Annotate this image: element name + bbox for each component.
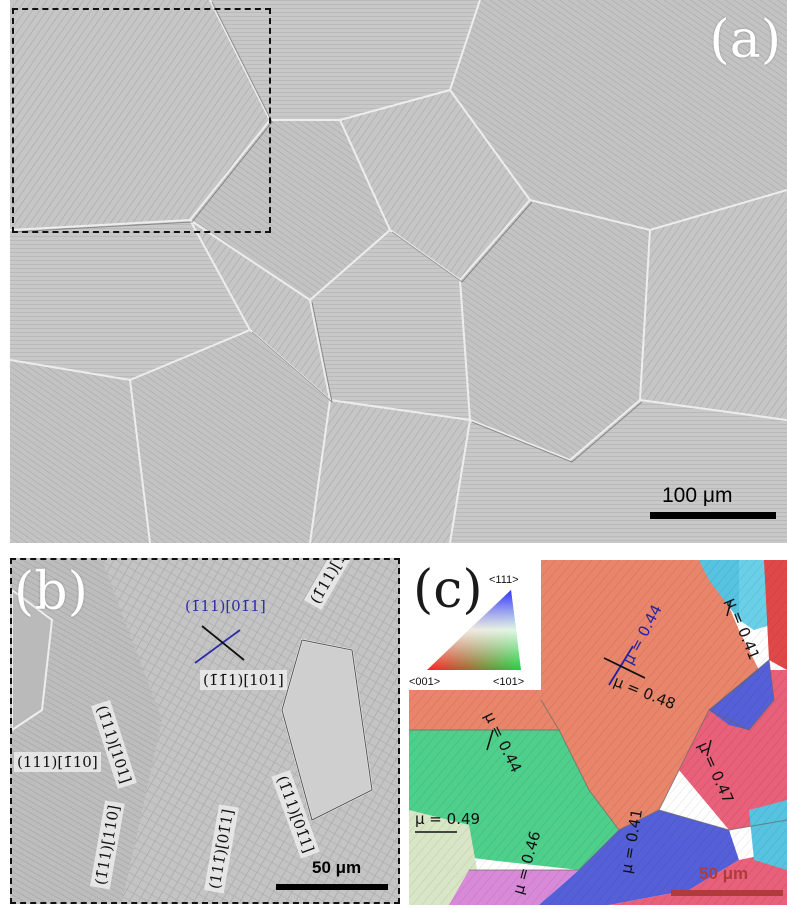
ipf-legend: <111> <001> <101> xyxy=(409,560,541,690)
schmid-factor-label: μ = 0.49 xyxy=(415,810,481,828)
slip-system-label: (1̄1̄1)[101] xyxy=(200,670,287,690)
panel-c-label: (c) xyxy=(413,560,483,620)
region-of-interest-box xyxy=(12,8,271,233)
panel-b-grain-structure xyxy=(12,560,398,902)
panel-a-scale: 100 μm xyxy=(650,484,778,524)
panel-c-scale-label: 50 μm xyxy=(699,864,749,883)
panel-b-label: (b) xyxy=(14,562,88,622)
panel-a-label: (a) xyxy=(709,10,781,70)
ipf-legend-101: <101> xyxy=(493,676,525,688)
panel-a-scale-bar xyxy=(650,512,776,519)
panel-a-micrograph: (a) 100 μm xyxy=(10,0,787,543)
ipf-color-triangle xyxy=(427,590,521,670)
panel-b-scale-label: 50 μm xyxy=(312,858,362,877)
panel-b-micrograph: (b) (1̄11)[01̄1] (1̄1̄1)[101] (1̄11)[101… xyxy=(10,558,400,904)
panel-a-scale-label: 100 μm xyxy=(662,484,733,507)
slip-system-label-blue: (1̄11)[01̄1] xyxy=(185,597,266,615)
slip-system-label: (111)[1̄10] xyxy=(14,752,101,772)
panel-c-ipf-map: <111> <001> <101> (c) μ = 0.44 μ = 0.48 … xyxy=(409,560,787,905)
panel-b-scale-bar xyxy=(276,884,388,890)
ipf-legend-111: <111> xyxy=(489,574,519,586)
ipf-legend-001: <001> xyxy=(409,676,441,688)
panel-a-grain-structure xyxy=(10,0,787,543)
panel-b-scale: 50 μm xyxy=(276,858,394,898)
